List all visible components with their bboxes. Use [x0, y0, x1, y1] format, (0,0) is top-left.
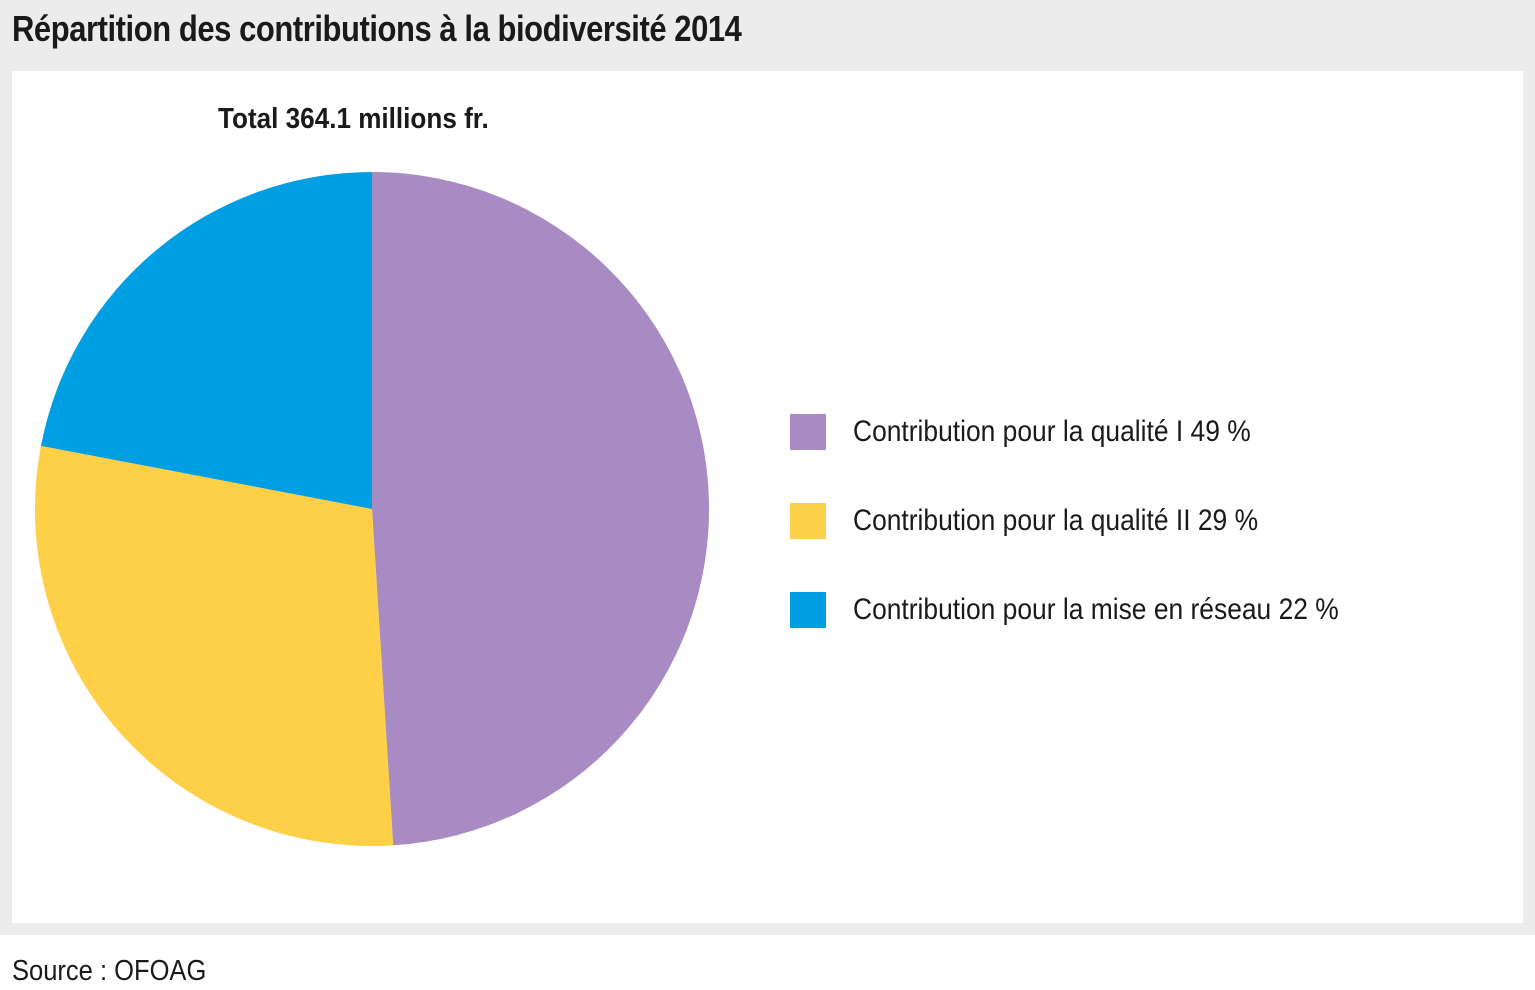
legend-swatch-quality-2 — [790, 503, 826, 539]
chart-frame: Répartition des contributions à la biodi… — [0, 0, 1535, 935]
legend-item-quality-1: Contribution pour la qualité I 49 % — [790, 414, 1305, 450]
pie-slice-quality-2 — [34, 445, 394, 847]
pie-chart — [34, 171, 710, 847]
pie-slice-quality-1 — [372, 171, 710, 846]
chart-title: Répartition des contributions à la biodi… — [12, 8, 742, 49]
source-note: Source : OFOAG — [12, 955, 207, 987]
legend-label-network: Contribution pour la mise en réseau 22 % — [853, 593, 1339, 626]
chart-subtitle: Total 364.1 millions fr. — [218, 103, 489, 135]
legend-label-quality-1: Contribution pour la qualité I 49 % — [853, 415, 1251, 448]
legend-swatch-quality-1 — [790, 414, 826, 450]
pie-slice-network — [40, 172, 372, 509]
legend-label-quality-2: Contribution pour la qualité II 29 % — [853, 504, 1259, 537]
legend-swatch-network — [790, 592, 826, 628]
legend-item-network: Contribution pour la mise en réseau 22 % — [790, 592, 1405, 628]
legend-item-quality-2: Contribution pour la qualité II 29 % — [790, 503, 1313, 539]
